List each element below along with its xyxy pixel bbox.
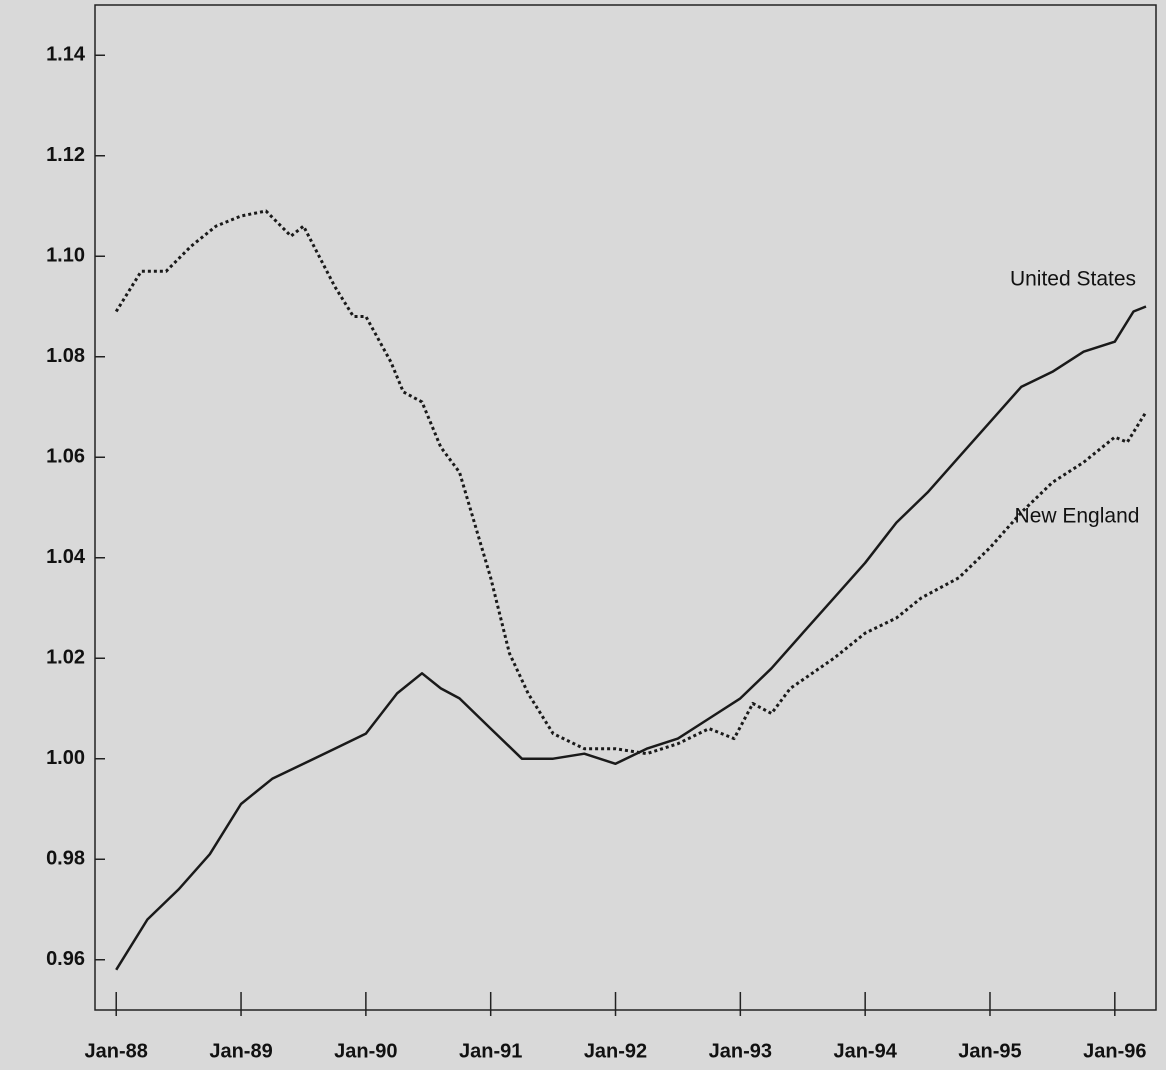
x-tick-label: Jan-91 [459,1040,522,1062]
series-label: New England [1015,505,1140,528]
x-tick-label: Jan-89 [209,1040,272,1062]
y-tick-label: 1.08 [46,345,85,367]
y-tick-label: 1.02 [46,647,85,669]
x-tick-label: Jan-94 [833,1040,897,1062]
series-label: United States [1010,268,1136,291]
x-tick-label: Jan-95 [958,1040,1021,1062]
y-tick-label: 1.10 [46,245,85,267]
plot-frame [94,4,1157,1011]
y-tick-label: 1.00 [46,747,85,769]
y-tick-label: 1.14 [46,44,86,66]
series-line [114,209,1148,756]
y-tick-label: 0.96 [46,948,85,970]
x-tick-label: Jan-96 [1083,1040,1146,1062]
x-tick-label: Jan-93 [709,1040,772,1062]
y-tick-label: 1.04 [46,546,86,568]
series-line [115,305,1147,971]
y-tick-label: 1.06 [46,446,85,468]
y-tick-label: 0.98 [46,848,85,870]
x-tick-label: Jan-90 [334,1040,397,1062]
x-tick-label: Jan-88 [85,1040,148,1062]
x-tick-label: Jan-92 [584,1040,647,1062]
y-tick-label: 1.12 [46,144,85,166]
